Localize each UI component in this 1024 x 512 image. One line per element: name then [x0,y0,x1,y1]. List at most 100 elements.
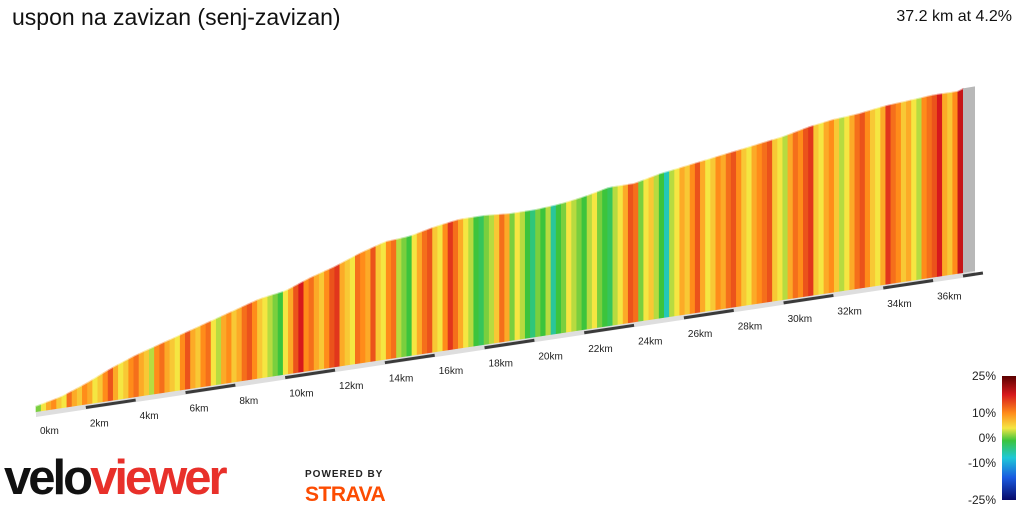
gradient-stripe [720,153,727,310]
gradient-stripe [421,228,428,355]
x-tick-label: 12km [339,381,363,392]
gradient-stripe [123,358,129,400]
x-tick-label: 0km [40,426,59,437]
gradient-stripe [797,128,804,299]
gradient-stripe [375,242,382,362]
profile-end-face [963,86,975,274]
gradient-stripe [612,185,619,326]
x-tick-label: 22km [588,344,612,355]
gradient-stripe [282,288,289,376]
gradient-stripe [432,225,439,353]
gradient-stripe [931,93,938,278]
gradient-stripe [514,211,521,341]
gradient-stripe [622,183,629,325]
gradient-stripe [700,159,706,313]
gradient-stripe [658,171,665,319]
gradient-stripe [715,154,722,311]
gradient-stripe [705,157,711,312]
gradient-legend: 25% 10% 0% -10% -25% [968,369,1016,507]
gradient-stripe [844,115,851,292]
gradient-stripe [792,130,799,299]
gradient-stripe [550,204,557,336]
gradient-stripe [566,199,572,333]
gradient-stripe [947,91,954,276]
legend-tick-label: -25% [968,493,996,507]
gradient-stripe [112,363,119,401]
gradient-stripe [246,301,253,381]
gradient-stripe [97,372,104,404]
gradient-stripe [463,217,469,349]
gradient-stripe [380,240,387,361]
x-tick-label: 32km [837,306,861,317]
x-tick-label: 18km [489,359,513,370]
gradient-stripe [921,95,928,280]
gradient-stripe [452,218,459,350]
gradient-stripe [638,179,645,322]
gradient-stripe [339,260,346,367]
x-tick-label: 4km [140,411,159,422]
gradient-stripe [530,209,536,339]
gradient-stripe [195,324,202,389]
gradient-stripe [149,345,155,396]
x-tick-label: 6km [190,404,209,415]
profile-top-edge [35,87,964,407]
gradient-stripe [288,285,294,375]
gradient-stripe [272,292,279,377]
axis-km-band [962,271,984,278]
gradient-stripe [751,143,758,306]
gradient-stripe [710,156,717,312]
gradient-stripe [936,93,943,278]
gradient-stripe [864,109,871,289]
gradient-stripe [396,237,402,359]
gradient-stripe [385,239,392,360]
profile-rim [35,87,964,407]
axis-km-band [484,338,535,350]
gradient-stripe [663,170,670,319]
gradient-stripe [370,245,377,363]
legend-tick-label: 10% [972,406,996,420]
gradient-stripe [494,213,500,344]
gradient-stripe [499,213,505,343]
x-tick-label: 36km [937,291,961,302]
gradient-stripe [818,121,825,295]
gradient-stripe [952,90,959,275]
gradient-stripe [689,162,696,315]
axis-km-band [85,398,136,410]
gradient-stripe [916,96,923,281]
gradient-stripe [926,94,933,279]
gradient-stripe [200,322,207,388]
strava-logo: STRAVA [305,483,386,506]
gradient-stripe [303,277,310,373]
gradient-stripe [746,145,753,306]
gradient-stripe [885,103,892,285]
gradient-stripe [684,164,691,316]
x-tick-label: 14km [389,374,413,385]
gradient-stripe [257,297,263,380]
gradient-stripe [911,98,917,282]
distance-axis: 0km 2km 4km 6km 8km 10km 12km 14km 16km 18km 20km 2… [36,271,984,437]
gradient-stripe [741,146,748,307]
gradient-stripe [349,254,356,366]
gradient-stripe [617,184,624,326]
legend-tick-label: -10% [968,456,996,470]
gradient-stripe [756,142,763,305]
x-tick-label: 34km [887,299,911,310]
gradient-stripe [730,150,737,309]
gradient-stripe [447,220,454,351]
gradient-stripe [313,272,320,371]
gradient-stripe [560,201,567,334]
gradient-stripe [210,317,217,387]
gradient-stripe [215,315,222,386]
x-tick-label: 16km [439,366,463,377]
logo-viewer-text: viewer [90,451,227,505]
gradient-stripe [416,230,423,356]
gradient-stripe [318,270,325,370]
gradient-stripe [344,257,351,367]
gradient-stripe [159,341,166,394]
gradient-stripe [262,295,269,379]
x-tick-label: 20km [538,351,562,362]
gradient-stripe [895,101,902,284]
gradient-stripe [231,308,238,384]
x-tick-label: 2km [90,419,109,430]
